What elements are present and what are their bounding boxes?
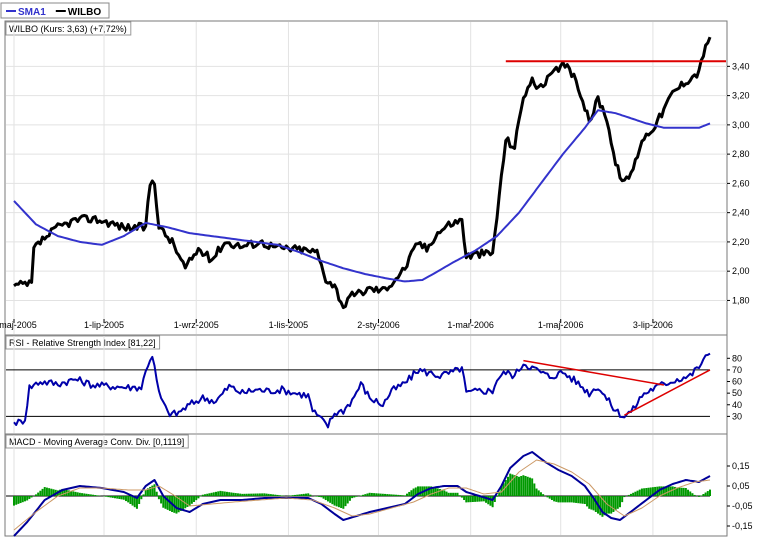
legend-label-0: SMA1 xyxy=(18,7,46,18)
x-tick-label: 1-lip-2005 xyxy=(84,320,124,330)
legend: SMA1 WILBO xyxy=(0,2,110,19)
y-tick-label: 2,40 xyxy=(732,208,750,218)
series-line-wilbo xyxy=(13,36,712,310)
y-tick-label: 1,80 xyxy=(732,295,750,305)
series-line-signal xyxy=(13,459,711,531)
legend-label-1: WILBO xyxy=(68,7,102,18)
x-tick-label: 1-mar-2006 xyxy=(447,320,494,330)
x-tick-label: 3-lip-2006 xyxy=(633,320,673,330)
x-tick-label: 2-maj-2005 xyxy=(0,320,37,330)
panel-title-box xyxy=(5,434,189,449)
x-tick-label: 1-maj-2006 xyxy=(538,320,584,330)
y-tick-label: 80 xyxy=(732,353,742,363)
trend-line xyxy=(624,369,711,416)
panel-title: WILBO (Kurs: 3,63) (+7,72%) xyxy=(9,24,127,34)
panel-title: RSI - Relative Strength Index [81,22] xyxy=(9,338,156,348)
macd-histogram xyxy=(13,473,711,517)
panel-frame xyxy=(4,20,728,336)
y-tick-label: 40 xyxy=(732,400,742,410)
x-tick-label: 1-wrz-2005 xyxy=(174,320,219,330)
trend-line xyxy=(523,359,665,386)
price-panel: WILBO (Kurs: 3,63) (+7,72%) 1,80 2,00 2,20 2… xyxy=(0,20,750,336)
y-tick-label: 30 xyxy=(732,411,742,421)
y-tick-label: 50 xyxy=(732,388,742,398)
panel-frame xyxy=(4,334,728,435)
rsi-panel: RSI - Relative Strength Index [81,22] 304… xyxy=(4,334,742,435)
y-tick-label: 2,60 xyxy=(732,178,750,188)
y-tick-label: 3,40 xyxy=(732,61,750,71)
series-line-macd xyxy=(13,451,711,537)
panel-title-box xyxy=(5,21,132,36)
y-tick-label: 0,05 xyxy=(732,481,750,491)
y-tick-label: 0,15 xyxy=(732,461,750,471)
x-tick-label: 1-lis-2005 xyxy=(269,320,309,330)
y-tick-label: 2,80 xyxy=(732,149,750,159)
series-line-sma1 xyxy=(13,109,711,283)
y-tick-label: 70 xyxy=(732,365,742,375)
y-tick-label: 60 xyxy=(732,377,742,387)
panel-title-box xyxy=(5,335,161,350)
y-tick-label: 3,20 xyxy=(732,91,750,101)
y-tick-label: -0,05 xyxy=(732,501,753,511)
y-tick-label: 3,00 xyxy=(732,120,750,130)
series-line-rsi xyxy=(13,352,711,429)
y-tick-label: 2,00 xyxy=(732,266,750,276)
y-tick-label: -0,15 xyxy=(732,521,753,531)
panel-frame xyxy=(4,433,728,537)
panel-title: MACD - Moving Average Conv. Div. [0,1119… xyxy=(9,437,184,447)
legend-box xyxy=(0,2,110,19)
x-tick-label: 2-sty-2006 xyxy=(357,320,400,330)
y-tick-label: 2,20 xyxy=(732,237,750,247)
macd-panel: MACD - Moving Average Conv. Div. [0,1119… xyxy=(4,433,753,537)
